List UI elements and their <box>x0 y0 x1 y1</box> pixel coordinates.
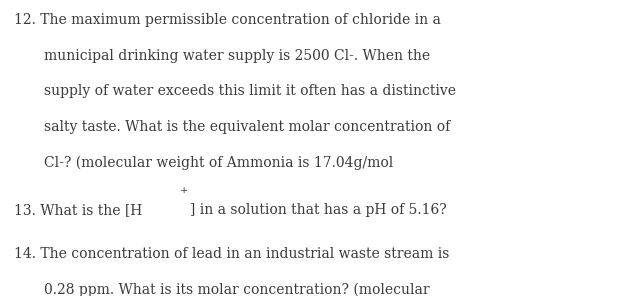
Text: ] in a solution that has a pH of 5.16?: ] in a solution that has a pH of 5.16? <box>190 203 447 217</box>
Text: Cl-? (molecular weight of Ammonia is 17.04g/mol: Cl-? (molecular weight of Ammonia is 17.… <box>44 155 393 170</box>
Text: salty taste. What is the equivalent molar concentration of: salty taste. What is the equivalent mola… <box>44 120 450 134</box>
Text: +: + <box>180 186 188 195</box>
Text: 13. What is the [H: 13. What is the [H <box>14 203 142 217</box>
Text: supply of water exceeds this limit it often has a distinctive: supply of water exceeds this limit it of… <box>44 84 456 98</box>
Text: municipal drinking water supply is 2500 Cl-. When the: municipal drinking water supply is 2500 … <box>44 49 429 63</box>
Text: 0.28 ppm. What is its molar concentration? (molecular: 0.28 ppm. What is its molar concentratio… <box>44 283 429 296</box>
Text: 12. The maximum permissible concentration of chloride in a: 12. The maximum permissible concentratio… <box>14 13 441 27</box>
Text: 14. The concentration of lead in an industrial waste stream is: 14. The concentration of lead in an indu… <box>14 247 449 261</box>
